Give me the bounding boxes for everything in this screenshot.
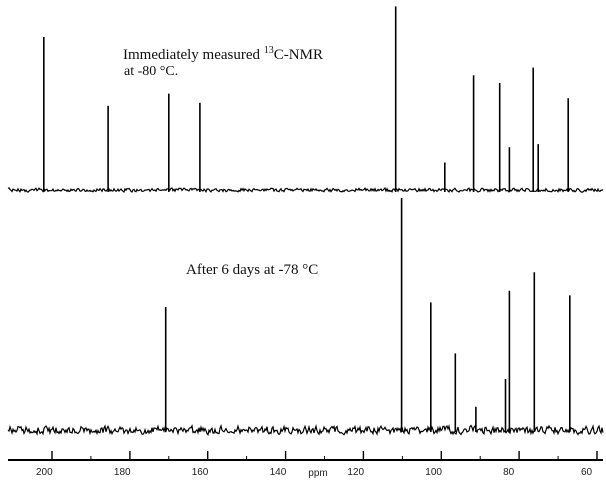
x-tick-label-160: 160: [192, 467, 209, 478]
annotation-top-superscript: 13: [264, 45, 274, 56]
annotation-bottom: After 6 days at -78 °C: [186, 262, 318, 278]
x-tick-label-140: 140: [270, 467, 287, 478]
x-axis-label: ppm: [308, 468, 327, 479]
baseline-noise: [7, 187, 604, 194]
baseline-noise: [7, 423, 604, 436]
spectrum-top: [7, 6, 604, 194]
annotation-top-line2: at -80 °C.: [124, 64, 178, 79]
x-tick-label-80: 80: [503, 467, 515, 478]
x-tick-label-60: 60: [581, 467, 593, 478]
spectrum-bottom: [7, 198, 604, 436]
annotation-top: Immediately measured 13C-NMR: [123, 45, 323, 63]
x-axis-ticks: 200 180 160 140 120 100 80 60: [36, 451, 598, 478]
annotation-top-main: Immediately measured: [123, 47, 264, 63]
x-tick-label-200: 200: [36, 467, 53, 478]
annotation-top-tail: C-NMR: [274, 47, 323, 63]
x-tick-label-180: 180: [114, 467, 131, 478]
x-tick-label-120: 120: [347, 467, 364, 478]
x-tick-label-100: 100: [425, 467, 442, 478]
x-axis: 200 180 160 140 120 100 80 60 ppm: [8, 451, 603, 479]
